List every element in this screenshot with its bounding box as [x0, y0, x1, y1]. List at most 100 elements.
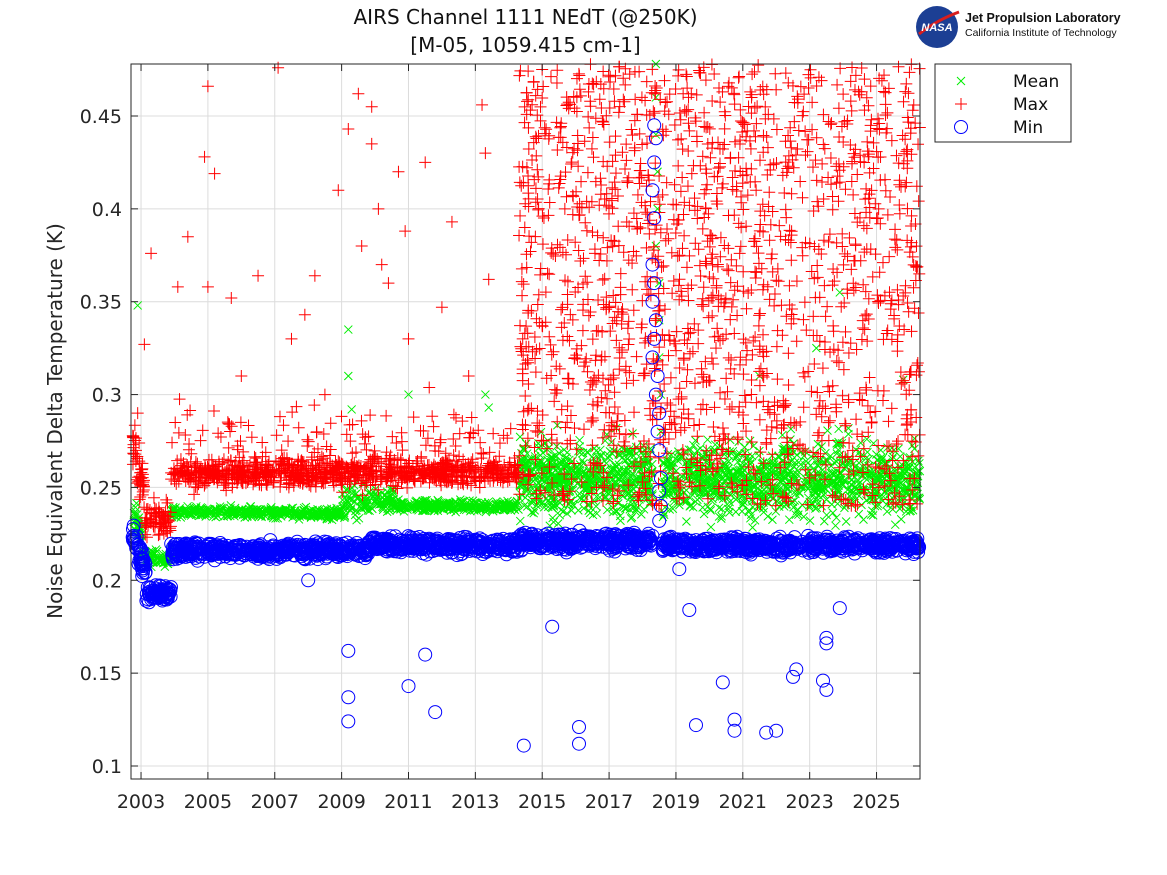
- point-max: [564, 308, 577, 321]
- point-max: [882, 415, 895, 428]
- point-max: [539, 286, 552, 299]
- point-max: [640, 108, 653, 121]
- point-mean: [572, 479, 582, 488]
- point-mean: [194, 511, 204, 521]
- point-max: [584, 95, 597, 108]
- point-max: [565, 158, 578, 171]
- point-mean: [629, 503, 639, 513]
- point-max: [543, 330, 556, 343]
- point-max: [223, 418, 236, 431]
- point-mean: [347, 489, 357, 498]
- point-max: [772, 275, 785, 288]
- point-mean: [623, 489, 633, 499]
- point-max: [561, 234, 574, 247]
- point-mean: [152, 558, 162, 567]
- point-mean: [298, 511, 308, 521]
- point-max: [551, 64, 564, 77]
- point-max: [586, 439, 599, 452]
- point-max: [778, 186, 791, 199]
- point-max: [630, 350, 643, 363]
- point-max: [801, 145, 814, 158]
- point-max: [831, 170, 844, 183]
- point-max: [544, 338, 557, 351]
- point-max: [536, 319, 549, 332]
- point-max: [586, 378, 599, 391]
- point-max: [514, 209, 527, 222]
- point-max: [869, 248, 882, 261]
- point-mean: [300, 507, 310, 517]
- point-max: [447, 408, 460, 421]
- point-max: [750, 240, 763, 253]
- point-mean: [242, 512, 252, 522]
- point-max: [737, 116, 750, 129]
- point-max: [782, 379, 795, 392]
- point-max: [704, 151, 717, 164]
- point-mean: [340, 511, 350, 520]
- point-max: [472, 424, 485, 437]
- point-mean: [627, 471, 637, 480]
- point-mean: [362, 501, 371, 510]
- point-mean: [134, 519, 144, 529]
- point-mean: [748, 523, 757, 532]
- point-max: [380, 409, 393, 422]
- point-max: [626, 283, 639, 296]
- point-max: [196, 424, 209, 437]
- point-max: [340, 428, 353, 441]
- point-max: [231, 443, 244, 456]
- point-max: [815, 74, 828, 87]
- point-mean: [368, 492, 378, 502]
- point-mean: [634, 463, 644, 472]
- point-max: [708, 67, 721, 80]
- point-mean: [786, 424, 796, 434]
- point-mean: [378, 505, 388, 515]
- point-max: [648, 107, 661, 120]
- point-max: [785, 187, 798, 200]
- point-max: [871, 289, 884, 302]
- point-max: [346, 447, 359, 460]
- point-mean: [396, 504, 405, 514]
- point-max: [867, 136, 880, 149]
- point-mean: [792, 450, 802, 460]
- point-max: [188, 488, 201, 501]
- point-max: [324, 417, 337, 430]
- point-max: [872, 151, 885, 164]
- point-max: [753, 309, 766, 322]
- chart-title-line1: AIRS Channel 1111 NEdT (@250K): [353, 5, 698, 29]
- point-max: [861, 399, 874, 412]
- point-max: [837, 88, 850, 101]
- point-mean: [515, 516, 525, 526]
- point-max: [579, 216, 592, 229]
- point-mean: [623, 460, 633, 470]
- point-max: [456, 415, 469, 428]
- point-mean: [821, 448, 830, 458]
- point-max: [582, 110, 595, 123]
- point-mean: [530, 506, 540, 515]
- point-mean: [352, 505, 361, 515]
- point-max: [426, 410, 439, 423]
- point-mean: [539, 502, 549, 512]
- point-mean: [181, 508, 191, 518]
- point-max: [832, 102, 845, 115]
- point-max: [172, 426, 185, 439]
- point-max: [419, 439, 432, 452]
- point-max: [768, 288, 781, 301]
- point-max: [310, 426, 323, 439]
- point-max: [821, 300, 834, 313]
- point-max: [798, 296, 811, 309]
- point-max: [658, 303, 671, 316]
- point-mean: [611, 495, 620, 504]
- point-max: [824, 151, 837, 164]
- point-mean: [430, 502, 440, 511]
- point-max: [515, 262, 528, 275]
- point-max: [355, 414, 368, 427]
- point-max: [575, 175, 588, 188]
- point-mean: [586, 481, 596, 491]
- point-max: [710, 187, 723, 200]
- point-max: [662, 232, 675, 245]
- point-max: [740, 425, 753, 438]
- point-mean: [492, 499, 502, 509]
- point-mean: [510, 505, 520, 515]
- point-max: [697, 376, 710, 389]
- point-mean: [636, 510, 646, 519]
- point-mean: [507, 501, 516, 510]
